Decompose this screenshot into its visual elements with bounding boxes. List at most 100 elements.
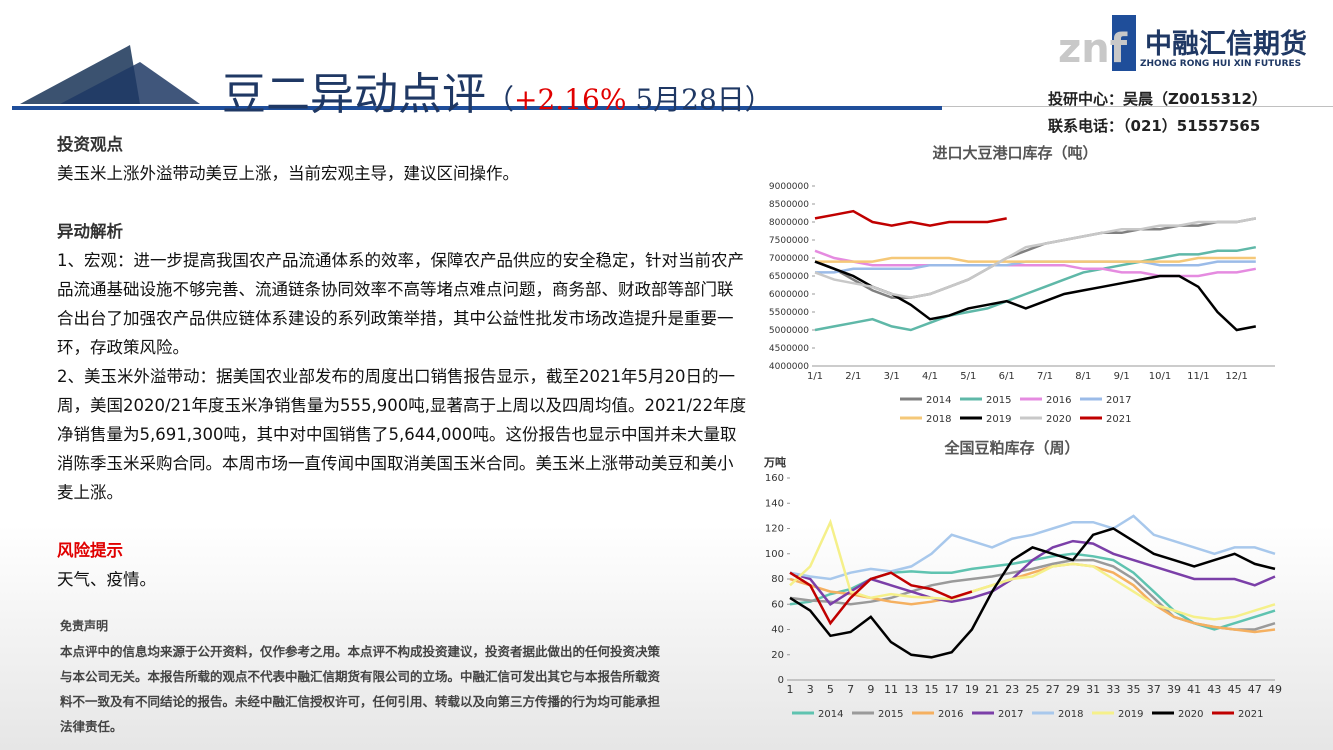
chart-title: 进口大豆港口库存（吨） xyxy=(932,144,1097,162)
y-tick-label: 7500000 xyxy=(769,236,809,246)
x-tick-label: 23 xyxy=(1005,683,1019,696)
title: 豆二异动点评（+2.16% 5月28日） xyxy=(222,69,773,120)
series-line xyxy=(814,245,1257,332)
triangle xyxy=(60,62,200,104)
legend-label: 2021 xyxy=(1106,414,1131,425)
legend-label: 2016 xyxy=(938,709,963,720)
series-line xyxy=(789,518,1276,621)
x-tick-label: 45 xyxy=(1228,683,1242,696)
x-tick-label: 11 xyxy=(884,683,898,696)
y-tick-label: 140 xyxy=(765,498,784,509)
x-tick-label: 21 xyxy=(985,683,999,696)
y-tick-label: 4000000 xyxy=(769,362,809,372)
legend-label: 2020 xyxy=(1046,414,1071,425)
x-tick-label: 41 xyxy=(1187,683,1201,696)
x-tick-label: 9 xyxy=(867,683,874,696)
legend-label: 2019 xyxy=(986,414,1011,425)
contact: 联系电话：（021）51557565 xyxy=(1048,117,1261,135)
section-heading: 投资观点 xyxy=(57,135,123,154)
y-tick-label: 60 xyxy=(771,599,784,610)
section-heading: 风险提示 xyxy=(57,541,123,560)
x-tick-label: 15 xyxy=(924,683,938,696)
y-tick-label: 6000000 xyxy=(769,290,809,300)
x-tick-label: 7 xyxy=(847,683,854,696)
legend-label: 2014 xyxy=(926,395,951,406)
series-line xyxy=(814,260,1257,332)
body: 投资观点美玉米上涨外溢带动美豆上涨，当前宏观主导，建议区间操作。 异动解析 1、宏观… xyxy=(57,130,747,594)
x-tick-label: 8/1 xyxy=(1075,371,1091,382)
y-tick-label: 80 xyxy=(771,574,784,585)
x-tick-label: 6/1 xyxy=(999,371,1015,382)
x-tick-label: 19 xyxy=(965,683,979,696)
series-line xyxy=(814,217,1257,299)
y-axis-label: 万吨 xyxy=(763,455,786,469)
disclaimer: 免责声明 本点评中的信息均来源于公开资料，仅作参考之用。本点评不构成投资建议，投资… xyxy=(60,614,660,739)
x-tick-label: 5/1 xyxy=(960,371,976,382)
logo-name: 中融汇信期货 xyxy=(1145,29,1307,60)
legend-label: 2014 xyxy=(818,709,843,720)
x-tick-label: 31 xyxy=(1086,683,1100,696)
x-tick-label: 13 xyxy=(904,683,918,696)
paragraph: 1、宏观：进一步提高我国农产品流通体系的效率，保障农产品供应的安全稳定，针对当前… xyxy=(57,251,744,357)
legend-label: 2018 xyxy=(926,414,951,425)
legend-label: 2017 xyxy=(998,709,1023,720)
y-tick-label: 9000000 xyxy=(769,182,809,192)
y-tick-label: 6500000 xyxy=(769,272,809,282)
x-tick-label: 3/1 xyxy=(884,371,900,382)
rule xyxy=(942,106,1333,107)
paragraph: 2、美玉米外溢带动：据美国农业部发布的周度出口销售报告显示，截至2021年5月2… xyxy=(57,367,747,502)
logo-mark: znf xyxy=(1058,26,1128,72)
legend-label: 2018 xyxy=(1058,709,1083,720)
series-line xyxy=(815,256,1256,263)
y-tick-label: 0 xyxy=(778,675,784,686)
x-tick-label: 33 xyxy=(1106,683,1120,696)
legend-label: 2019 xyxy=(1118,709,1143,720)
y-tick-label: 5000000 xyxy=(769,326,809,336)
x-tick-label: 25 xyxy=(1026,683,1040,696)
logo-bar xyxy=(1112,15,1136,71)
x-tick-label: 2/1 xyxy=(845,371,861,382)
legend-label: 2021 xyxy=(1238,709,1263,720)
section: 风险提示 天气、疫情。 xyxy=(57,536,747,594)
legend-label: 2020 xyxy=(1178,709,1203,720)
section: 异动解析 1、宏观：进一步提高我国农产品流通体系的效率，保障农产品供应的安全稳定，… xyxy=(57,217,747,507)
contact: 投研中心：吴晨（Z0015312） xyxy=(1048,90,1267,108)
x-tick-label: 37 xyxy=(1147,683,1161,696)
y-tick-label: 5500000 xyxy=(769,308,809,318)
x-tick-label: 47 xyxy=(1248,683,1262,696)
x-tick-label: 4/1 xyxy=(922,371,938,382)
logo-english: ZHONG RONG HUI XIN FUTURES xyxy=(1140,59,1302,69)
rule xyxy=(12,106,942,110)
x-tick-label: 1/1 xyxy=(807,371,823,382)
y-tick-label: 40 xyxy=(771,625,784,636)
legend-label: 2015 xyxy=(878,709,903,720)
legend-label: 2016 xyxy=(1046,395,1071,406)
series-line xyxy=(814,217,1257,299)
x-tick-label: 7/1 xyxy=(1037,371,1053,382)
y-tick-label: 4500000 xyxy=(769,344,809,354)
series-line xyxy=(789,527,1276,659)
x-tick-label: 3 xyxy=(807,683,814,696)
y-tick-label: 160 xyxy=(765,473,784,484)
legend-label: 2015 xyxy=(986,395,1011,406)
y-tick-label: 8500000 xyxy=(769,200,809,210)
legend-label: 2017 xyxy=(1106,395,1131,406)
x-tick-label: 5 xyxy=(827,683,834,696)
chart-title: 全国豆粕库存（周） xyxy=(943,439,1079,457)
x-tick-label: 12/1 xyxy=(1225,371,1247,382)
x-tick-label: 49 xyxy=(1268,683,1282,696)
section-heading: 异动解析 xyxy=(57,222,123,241)
x-tick-label: 29 xyxy=(1066,683,1080,696)
x-tick-label: 9/1 xyxy=(1114,371,1130,382)
paragraph: 美玉米上涨外溢带动美豆上涨，当前宏观主导，建议区间操作。 xyxy=(57,164,519,183)
disclaimer-heading: 免责声明 xyxy=(60,619,109,633)
x-tick-label: 35 xyxy=(1127,683,1141,696)
y-tick-label: 120 xyxy=(765,524,784,535)
x-tick-label: 1 xyxy=(787,683,794,696)
series-line xyxy=(814,249,1257,278)
y-tick-label: 7000000 xyxy=(769,254,809,264)
x-tick-label: 17 xyxy=(945,683,959,696)
